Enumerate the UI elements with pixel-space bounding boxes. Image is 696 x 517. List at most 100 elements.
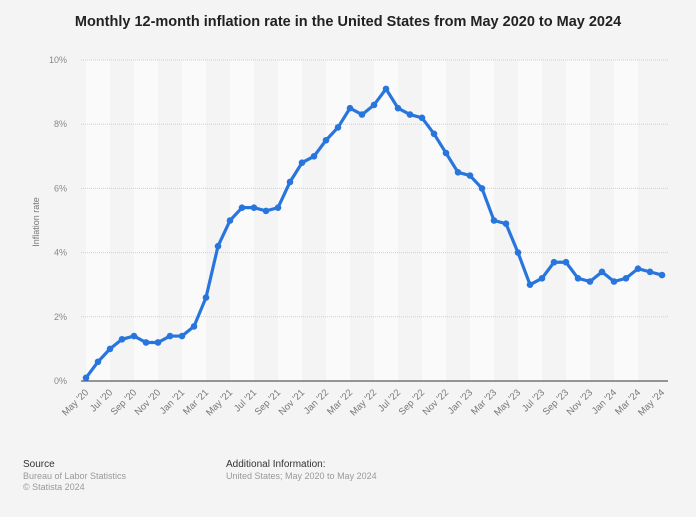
data-point xyxy=(550,258,558,266)
grid-band xyxy=(302,60,326,381)
grid-band xyxy=(254,60,278,381)
data-point xyxy=(658,271,666,279)
data-point xyxy=(154,339,162,346)
x-tick-label: Sep '21 xyxy=(253,387,283,417)
data-point xyxy=(214,242,222,250)
data-point xyxy=(226,217,234,224)
data-point xyxy=(82,374,90,382)
grid-band xyxy=(110,60,134,381)
source-block: Source Bureau of Labor Statistics © Stat… xyxy=(23,459,126,493)
source-heading: Source xyxy=(23,459,55,470)
grid-band xyxy=(542,60,566,381)
x-tick-label: Nov '20 xyxy=(133,387,163,417)
grid-band xyxy=(422,60,446,381)
data-point xyxy=(490,217,498,224)
x-tick-label: May '24 xyxy=(636,387,667,418)
y-tick-label: 4% xyxy=(54,248,67,258)
data-point xyxy=(442,149,450,157)
data-point xyxy=(202,294,210,301)
data-point xyxy=(382,85,390,93)
x-tick-label: Sep '20 xyxy=(109,387,139,417)
x-tick-label: May '23 xyxy=(492,387,523,418)
data-point xyxy=(358,111,366,118)
data-point xyxy=(514,249,522,256)
data-point xyxy=(346,104,354,112)
data-point xyxy=(406,111,414,118)
data-point xyxy=(262,207,270,215)
data-point xyxy=(94,358,102,366)
data-point xyxy=(394,104,402,112)
x-tick-label: Sep '22 xyxy=(397,387,427,417)
data-point xyxy=(502,220,510,228)
data-point xyxy=(322,136,330,144)
y-axis-label: Inflation rate xyxy=(31,197,41,247)
data-point xyxy=(310,153,318,160)
data-point xyxy=(610,278,618,285)
y-tick-label: 8% xyxy=(54,119,67,129)
grid-band xyxy=(86,60,110,381)
y-tick-label: 0% xyxy=(54,376,67,386)
data-point xyxy=(634,265,642,272)
data-point xyxy=(166,332,174,340)
grid-band xyxy=(566,60,590,381)
additional-info-block: Additional Information: United States; M… xyxy=(226,459,377,482)
grid-band xyxy=(398,60,422,381)
x-tick-label: May '22 xyxy=(348,387,379,418)
grid-band xyxy=(446,60,470,381)
data-point xyxy=(418,114,426,122)
data-point xyxy=(430,130,438,138)
x-tick-label: Nov '21 xyxy=(277,387,307,417)
data-point xyxy=(106,345,114,353)
grid-band xyxy=(638,60,662,381)
data-point xyxy=(454,169,462,176)
x-tick-label: May '21 xyxy=(204,387,235,418)
grid-band xyxy=(230,60,254,381)
data-point xyxy=(334,124,342,131)
data-point xyxy=(130,332,138,340)
data-point xyxy=(142,339,150,346)
grid-band xyxy=(134,60,158,381)
additional-info-heading: Additional Information: xyxy=(226,459,326,470)
data-point xyxy=(622,274,630,282)
data-point xyxy=(466,172,474,179)
data-point xyxy=(250,204,258,211)
grid-band xyxy=(518,60,542,381)
grid-band xyxy=(590,60,614,381)
data-point xyxy=(118,335,126,343)
data-point xyxy=(190,323,198,330)
grid-band xyxy=(374,60,398,381)
data-point xyxy=(298,159,306,167)
data-point xyxy=(478,185,486,192)
data-point xyxy=(178,332,186,340)
data-point xyxy=(526,281,534,289)
data-point xyxy=(274,204,282,211)
grid-band xyxy=(206,60,230,381)
x-tick-label: May '20 xyxy=(60,387,91,418)
x-tick-label: Sep '23 xyxy=(541,387,571,417)
grid-band xyxy=(470,60,494,381)
data-point xyxy=(238,204,246,211)
data-point xyxy=(538,274,546,282)
data-point xyxy=(574,274,582,282)
grid-band xyxy=(614,60,638,381)
data-point xyxy=(370,101,378,109)
chart-title: Monthly 12-month inflation rate in the U… xyxy=(74,14,622,30)
y-tick-label: 2% xyxy=(54,312,67,322)
data-point xyxy=(586,278,594,285)
data-point xyxy=(646,268,654,276)
grid-band xyxy=(278,60,302,381)
data-point xyxy=(562,258,570,266)
additional-info-text: United States; May 2020 to May 2024 xyxy=(226,471,377,481)
x-tick-label: Nov '22 xyxy=(421,387,451,417)
y-tick-label: 6% xyxy=(54,183,67,193)
x-tick-label: Nov '23 xyxy=(565,387,595,417)
grid-band xyxy=(326,60,350,381)
data-point xyxy=(286,178,294,186)
y-tick-label: 10% xyxy=(49,55,67,65)
source-line: Bureau of Labor Statistics xyxy=(23,471,127,481)
data-point xyxy=(598,268,606,276)
copyright-line: © Statista 2024 xyxy=(23,482,85,492)
grid-band xyxy=(158,60,182,381)
